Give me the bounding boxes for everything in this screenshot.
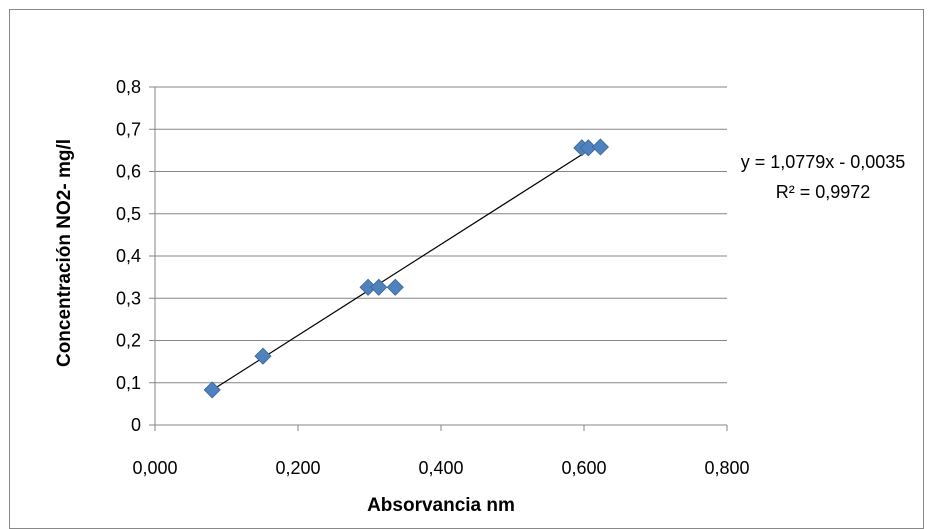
data-points [203, 138, 610, 399]
data-point [579, 139, 597, 157]
y-tick-label: 0,3 [116, 288, 141, 308]
y-tick-label: 0,8 [116, 77, 141, 97]
x-tick-label: 0,600 [561, 458, 606, 478]
data-point [386, 278, 404, 296]
data-point [203, 381, 221, 399]
scatter-chart: 0 0,1 0,2 0,3 0,4 0,5 0,6 0,7 0,8 0,000 0,200 0,400… [54, 77, 906, 516]
x-tick-label: 0,200 [275, 458, 320, 478]
gridlines [155, 86, 727, 384]
y-tick-label: 0,6 [116, 162, 141, 182]
x-axis-title: Absorvancia nm [367, 495, 515, 516]
y-tick-label: 0,7 [116, 119, 141, 139]
x-tick-label: 0,000 [132, 458, 177, 478]
x-tick-label: 0,400 [418, 458, 463, 478]
data-point [370, 278, 388, 296]
x-tick-label: 0,800 [704, 458, 749, 478]
y-tick-label: 0,1 [116, 373, 141, 393]
y-axis-title: Concentración NO2- mg/l [54, 139, 75, 367]
chart-frame [9, 9, 924, 529]
trendline-r-squared: R² = 0,9972 [776, 182, 871, 202]
y-tick-label: 0,4 [116, 246, 141, 266]
trendline-equation: y = 1,0779x - 0,0035 [741, 152, 906, 172]
axes [149, 86, 728, 431]
trendline-line [211, 142, 601, 391]
data-point [254, 347, 272, 365]
y-tick-label: 0,2 [116, 331, 141, 351]
tick-labels: 0 0,1 0,2 0,3 0,4 0,5 0,6 0,7 0,8 0,000 0,200 0,400… [116, 77, 750, 478]
trendline [211, 142, 601, 391]
data-point [591, 138, 610, 156]
y-tick-label: 0 [131, 415, 141, 435]
y-tick-label: 0,5 [116, 204, 141, 224]
